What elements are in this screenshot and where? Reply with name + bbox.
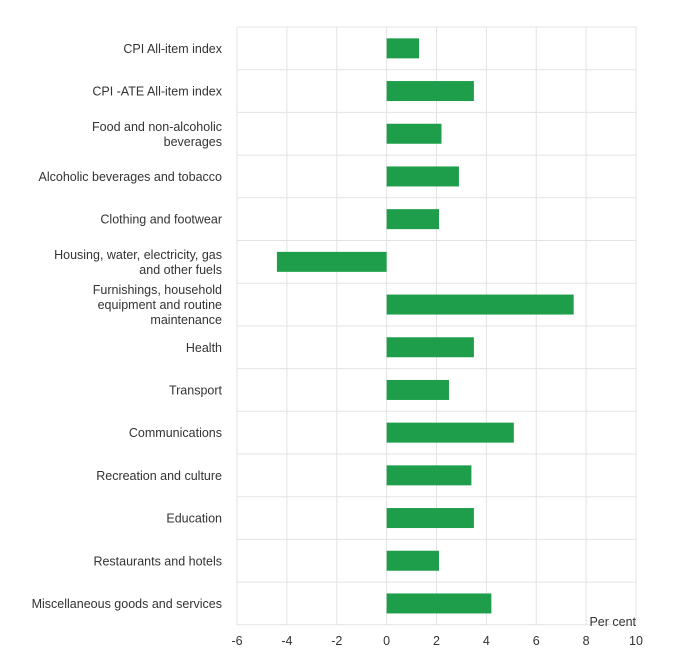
category-label-2-line-1: beverages (164, 135, 222, 149)
category-label-13-line-0: Miscellaneous goods and services (32, 597, 222, 611)
bar-10 (386, 465, 472, 486)
x-tick-label-0: -6 (231, 634, 242, 648)
x-tick-label-8: 10 (629, 634, 643, 648)
category-labels: CPI All-item index CPI -ATE All-item inde… (32, 42, 223, 611)
category-label-10: Recreation and culture (96, 469, 222, 483)
bar-9 (386, 422, 514, 443)
category-label-7-line-0: Health (186, 341, 222, 355)
category-label-11: Education (166, 512, 222, 526)
x-tick-labels: -6 -4 -2 0 2 4 6 8 10 (231, 634, 643, 648)
category-label-7: Health (186, 341, 222, 355)
x-tick-label-6: 6 (533, 634, 540, 648)
bar-13 (386, 593, 492, 614)
x-tick-label-4: 2 (433, 634, 440, 648)
category-label-0-line-0: CPI All-item index (123, 42, 222, 56)
category-label-2: Food and non-alcoholic beverages (92, 120, 222, 149)
bar-12 (386, 550, 439, 571)
bar-1 (386, 81, 474, 102)
horizontal-gridlines (237, 26, 636, 626)
category-label-5: Housing, water, electricity, gas and othe… (54, 248, 222, 277)
x-tick-label-5: 4 (483, 634, 490, 648)
category-label-5-line-1: and other fuels (139, 263, 222, 277)
category-label-4: Clothing and footwear (100, 213, 222, 227)
x-axis-unit-label: Per cent (589, 615, 636, 629)
category-label-8-line-0: Transport (169, 383, 223, 397)
category-label-6-line-0: Furnishings, household (93, 283, 222, 297)
category-label-3-line-0: Alcoholic beverages and tobacco (39, 170, 223, 184)
bar-3 (386, 166, 459, 187)
bar-5 (276, 251, 387, 272)
x-tick-label-7: 8 (583, 634, 590, 648)
bar-2 (386, 123, 442, 144)
bar-11 (386, 508, 474, 529)
category-label-9-line-0: Communications (129, 426, 222, 440)
category-label-1: CPI -ATE All-item index (92, 85, 222, 99)
x-tick-label-2: -2 (331, 634, 342, 648)
bar-4 (386, 209, 439, 230)
bar-7 (386, 337, 474, 358)
category-label-13: Miscellaneous goods and services (32, 597, 222, 611)
bar-8 (386, 379, 449, 400)
category-label-2-line-0: Food and non-alcoholic (92, 120, 222, 134)
category-label-10-line-0: Recreation and culture (96, 469, 222, 483)
category-label-11-line-0: Education (166, 512, 222, 526)
x-tick-label-3: 0 (383, 634, 390, 648)
category-label-9: Communications (129, 426, 222, 440)
bar-6 (386, 294, 574, 315)
category-label-8: Transport (169, 383, 223, 397)
category-label-6-line-2: maintenance (150, 313, 222, 327)
category-label-12-line-0: Restaurants and hotels (93, 554, 222, 568)
category-label-6: Furnishings, household equipment and rout… (93, 283, 222, 327)
x-tick-label-1: -4 (281, 634, 292, 648)
category-label-12: Restaurants and hotels (93, 554, 222, 568)
category-label-6-line-1: equipment and routine (98, 298, 222, 312)
category-label-0: CPI All-item index (123, 42, 222, 56)
category-label-1-line-0: CPI -ATE All-item index (92, 85, 222, 99)
category-label-4-line-0: Clothing and footwear (100, 213, 222, 227)
category-label-3: Alcoholic beverages and tobacco (39, 170, 223, 184)
bar-0 (386, 38, 420, 59)
category-label-5-line-0: Housing, water, electricity, gas (54, 248, 222, 262)
bars (276, 38, 574, 614)
